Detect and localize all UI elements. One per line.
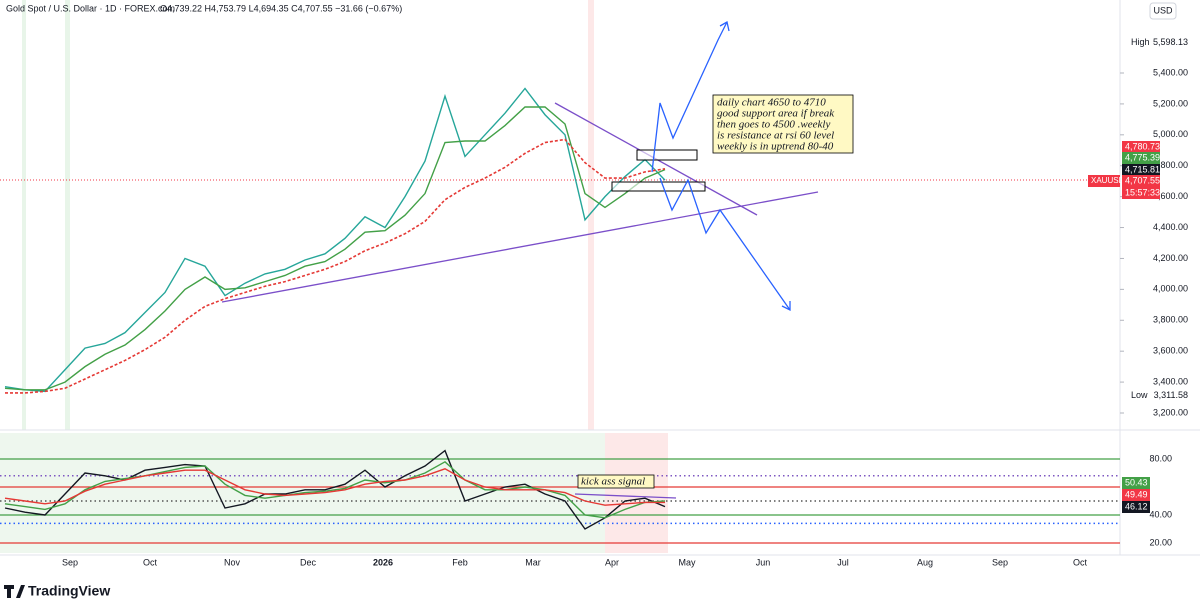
x-tick-label: Sep: [992, 557, 1008, 567]
price-tag-text: 50.43: [1125, 477, 1148, 487]
symbol-tag: [1088, 175, 1120, 187]
y-tick-label: 4,000.00: [1153, 284, 1188, 294]
zone-box: [636, 149, 698, 161]
x-tick-label: Dec: [300, 557, 317, 567]
note-line: is resistance at rsi 60 level: [717, 130, 834, 142]
y-tick-label: 3,600.00: [1153, 346, 1188, 356]
price-tag-text: 46.12: [1125, 501, 1148, 511]
note: daily chart 4650 to 4710 good support ar…: [712, 94, 854, 154]
y-tick-label: 3,400.00: [1153, 376, 1188, 386]
logo-mark: [4, 585, 25, 598]
rsi-zone: [605, 433, 668, 553]
projection-arrows: [651, 20, 791, 312]
arrow-up: [651, 21, 728, 173]
y-tick-label: 5,000.00: [1153, 129, 1188, 139]
x-tick-label: Oct: [1073, 557, 1088, 567]
price-tag-text: 4,707.55: [1125, 175, 1160, 185]
y-tick-label: 4,200.00: [1153, 253, 1188, 263]
x-tick-label: Feb: [452, 557, 468, 567]
note-line: daily chart 4650 to 4710: [717, 97, 826, 109]
note-box: [577, 474, 655, 489]
x-tick-label: Apr: [605, 557, 619, 567]
price-tag: [1122, 164, 1160, 176]
x-tick-label: Jun: [756, 557, 771, 567]
y-tick-label: 3,800.00: [1153, 315, 1188, 325]
symbol-tag-text: XAUUSD: [1091, 176, 1125, 185]
series-line: [4, 460, 666, 519]
y-tick-label: 4,600.00: [1153, 191, 1188, 201]
trendline: [221, 191, 819, 303]
x-tick-label: Aug: [917, 557, 933, 567]
x-tick-label: Mar: [525, 557, 541, 567]
rsi-note: kick ass signal: [577, 474, 655, 489]
y-tick-label: 5,400.00: [1153, 67, 1188, 77]
x-tick-label: Nov: [224, 557, 241, 567]
x-tick-label: May: [678, 557, 696, 567]
session-band: [22, 0, 26, 430]
note-line: weekly is in uptrend 80-40: [717, 141, 834, 153]
price-tag-text: 49.49: [1125, 489, 1148, 499]
series-line: [4, 87, 666, 393]
y-tick-label: 4,800.00: [1153, 160, 1188, 170]
extreme-label: High: [1131, 37, 1150, 47]
brand: TradingView: [28, 583, 110, 599]
y-tick-label: 3,200.00: [1153, 407, 1188, 417]
extreme-value: 5,598.13: [1153, 37, 1188, 47]
arrow-head: [781, 301, 791, 312]
series-line: [4, 106, 666, 391]
extreme-value: 3,311.58: [1154, 390, 1188, 400]
rsi-tick-label: 80.00: [1149, 453, 1172, 463]
price-tag: [1122, 152, 1160, 164]
note-text: kick ass signal: [581, 476, 645, 488]
price-tag-text: 4,780.73: [1125, 141, 1160, 151]
x-tick-label: Sep: [62, 557, 78, 567]
symbol: Gold Spot / U.S. Dollar · 1D · FOREX.com: [6, 3, 175, 13]
ohlc: O4,739.22 H4,753.79 L4,694.35 C4,707.55 …: [160, 3, 402, 13]
logo: TradingView: [4, 583, 110, 599]
note-box: [712, 94, 854, 154]
price-tag: [1122, 501, 1150, 513]
rsi-tick-label: 20.00: [1149, 537, 1172, 547]
series-line: [5, 138, 666, 394]
currency: USD: [1153, 5, 1173, 15]
session-band: [65, 0, 70, 430]
price-tag: [1122, 141, 1160, 153]
x-tick-label: Oct: [143, 557, 158, 567]
countdown-text: 15:57:33: [1125, 187, 1160, 197]
arrow-head: [719, 20, 730, 32]
rsi-tick-label: 40.00: [1149, 509, 1172, 519]
countdown-tag: [1122, 187, 1160, 199]
price-tag: [1122, 477, 1150, 489]
y-tick-label: 5,200.00: [1153, 98, 1188, 108]
trendline: [574, 493, 677, 499]
price-tag: [1122, 489, 1150, 501]
series-line: [4, 468, 665, 506]
currency-button[interactable]: [1149, 2, 1177, 20]
x-tick-label: 2026: [373, 557, 393, 567]
y-tick-label: 4,400.00: [1153, 222, 1188, 232]
x-tick-label: Jul: [837, 557, 849, 567]
arrow-down: [659, 177, 791, 311]
session-band: [588, 0, 594, 430]
extreme-label: Low: [1131, 390, 1148, 400]
price-tag: [1122, 175, 1160, 187]
zone-box: [611, 181, 706, 192]
series-line: [4, 449, 666, 530]
price-tag-text: 4,775.39: [1125, 152, 1160, 162]
price-tag-text: 4,715.81: [1125, 164, 1160, 174]
note-line: good support area if break: [717, 108, 835, 120]
note-line: then goes to 4500 .weekly: [717, 119, 830, 131]
